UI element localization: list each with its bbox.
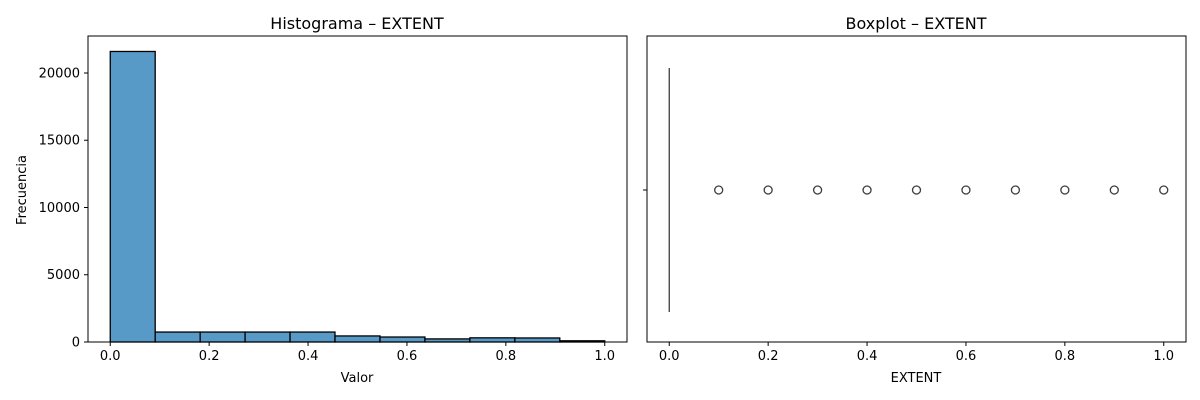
histogram-y-tick-label: 20000 bbox=[39, 66, 80, 81]
boxplot-outlier bbox=[812, 185, 823, 195]
boxplot-x-tick-label: 0.0 bbox=[659, 349, 680, 364]
boxplot-x-ticks: 0.0 0.2 0.4 0.6 0.8 1.0 bbox=[659, 342, 1174, 364]
histogram-bar bbox=[379, 336, 426, 343]
histogram-plot-frame bbox=[87, 35, 628, 343]
boxplot-x-tick-label: 0.8 bbox=[1055, 349, 1076, 364]
boxplot-outlier bbox=[862, 185, 872, 195]
histogram-bars bbox=[109, 50, 606, 343]
histogram-bar bbox=[514, 337, 561, 343]
boxplot-outlier bbox=[1010, 185, 1021, 195]
boxplot-x-tick-label: 0.2 bbox=[758, 349, 779, 364]
histogram-bar bbox=[244, 331, 291, 343]
boxplot-outlier bbox=[1060, 185, 1070, 195]
histogram-bar bbox=[154, 331, 201, 343]
boxplot-outlier bbox=[763, 185, 773, 195]
histogram-x-axis-label: Valor bbox=[341, 371, 374, 386]
histogram-bar bbox=[199, 331, 246, 343]
boxplot-plot-frame bbox=[646, 35, 1187, 343]
histogram-bar bbox=[334, 335, 381, 343]
histogram-x-ticks: 0.0 0.2 0.4 0.6 0.8 1.0 bbox=[100, 342, 615, 364]
boxplot-title: Boxplot – EXTENT bbox=[846, 14, 987, 33]
histogram-x-tick-label: 0.4 bbox=[298, 349, 319, 364]
histogram-panel: Histograma – EXTENT 0.0 0.2 0.4 0.6 0.8 1.0 0… bbox=[15, 14, 628, 386]
histogram-x-tick-label: 0.6 bbox=[397, 349, 418, 364]
histogram-y-ticks: 0 5000 10000 15000 20000 bbox=[39, 66, 88, 351]
histogram-x-tick-label: 0.2 bbox=[199, 349, 220, 364]
histogram-y-tick-label: 5000 bbox=[47, 268, 80, 283]
histogram-y-tick-label: 0 bbox=[72, 336, 80, 351]
boxplot-outlier bbox=[1109, 185, 1119, 195]
histogram-y-tick-label: 15000 bbox=[39, 134, 80, 149]
boxplot-marks bbox=[668, 68, 1169, 312]
boxplot-outlier bbox=[911, 185, 922, 195]
boxplot-outlier bbox=[1159, 185, 1169, 195]
boxplot-x-tick-label: 0.4 bbox=[857, 349, 878, 364]
histogram-x-tick-label: 0.8 bbox=[496, 349, 517, 364]
histogram-y-tick-label: 10000 bbox=[39, 201, 80, 216]
histogram-x-tick-label: 0.0 bbox=[100, 349, 121, 364]
boxplot-panel: Boxplot – EXTENT 0.0 0.2 0.4 0.6 0.8 1.0 EXTE… bbox=[643, 14, 1187, 386]
histogram-bar bbox=[469, 337, 516, 343]
histogram-bar bbox=[109, 50, 156, 343]
histogram-y-axis-label: Frecuencia bbox=[15, 155, 30, 225]
boxplot-x-tick-label: 0.6 bbox=[956, 349, 977, 364]
boxplot-x-axis-label: EXTENT bbox=[891, 371, 942, 386]
boxplot-x-tick-label: 1.0 bbox=[1153, 349, 1174, 364]
boxplot-outlier bbox=[961, 185, 971, 195]
histogram-bar bbox=[289, 331, 336, 343]
boxplot-outlier bbox=[714, 185, 724, 195]
histogram-title: Histograma – EXTENT bbox=[270, 14, 444, 33]
histogram-x-tick-label: 1.0 bbox=[594, 349, 615, 364]
